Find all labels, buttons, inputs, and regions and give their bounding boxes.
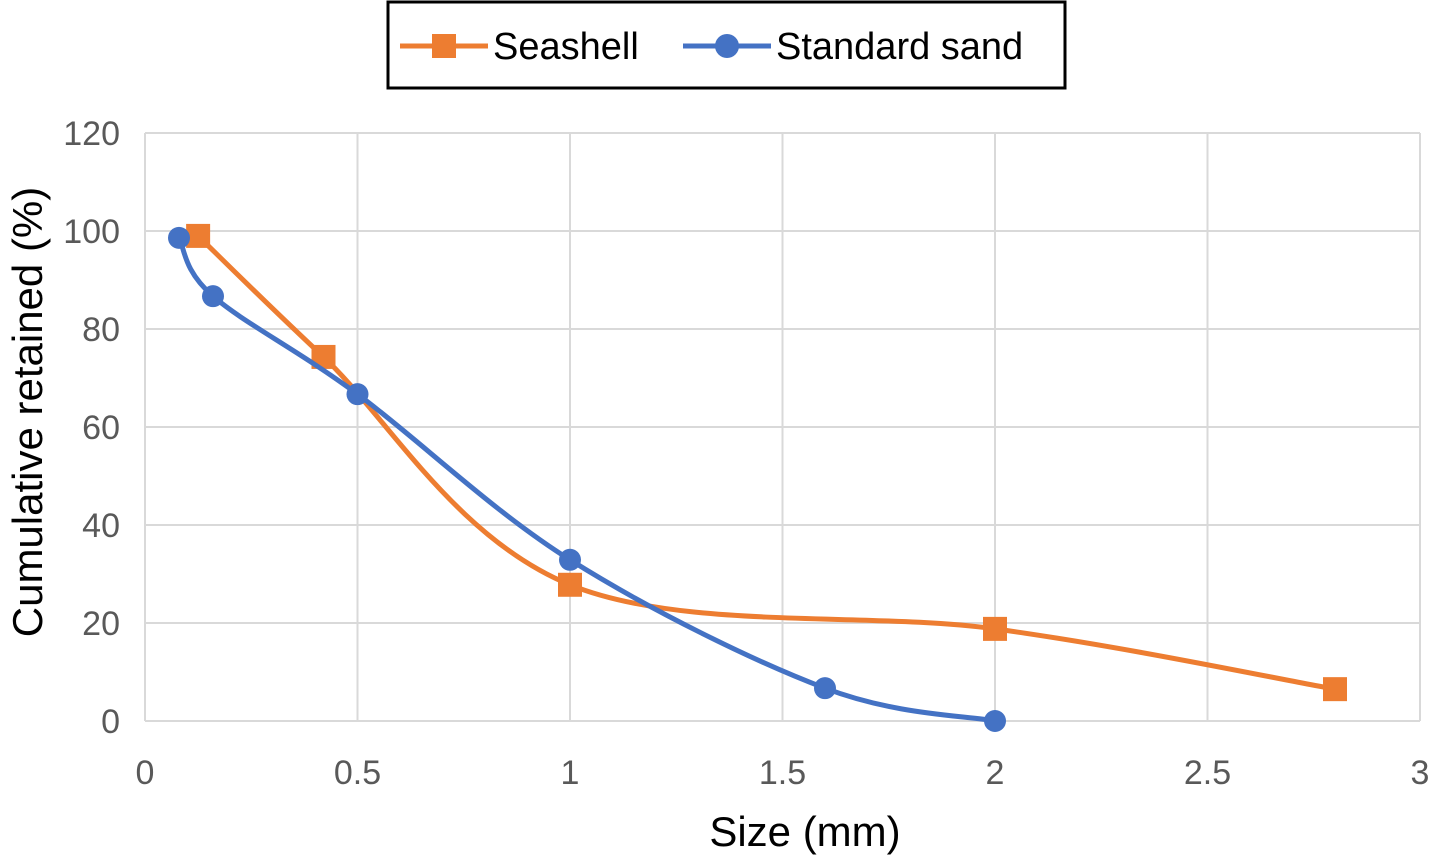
x-tick-label: 1 (561, 754, 580, 792)
y-tick-label: 100 (63, 213, 120, 251)
data-point-square (1323, 677, 1347, 702)
x-tick-label: 2.5 (1184, 754, 1231, 792)
y-tick-label: 60 (82, 409, 120, 447)
legend-square-marker-icon (432, 34, 456, 58)
series-line (176, 236, 996, 724)
y-tick-label: 120 (63, 115, 120, 153)
data-point-circle (346, 383, 369, 406)
x-tick-label: 0.5 (334, 754, 381, 792)
x-tick-label: 0 (136, 754, 155, 792)
tick-labels: 0 0.5 1 1.5 2 2.5 3 0 20 40 60 80 100 120 (63, 115, 1429, 792)
y-tick-label: 20 (82, 605, 120, 643)
y-axis-title: Cumulative retained (%) (4, 187, 51, 638)
data-point-circle (814, 677, 836, 700)
data-point-circle (984, 710, 1006, 732)
data-point-circle (202, 285, 224, 308)
y-tick-label: 0 (101, 703, 120, 741)
x-axis-title: Size (mm) (709, 808, 900, 855)
legend-item-standard-sand: Standard sand (683, 26, 1023, 68)
legend: Seashell Standard sand (386, 0, 1067, 90)
series-line (196, 234, 1336, 692)
legend-label-standard-sand: Standard sand (776, 26, 1023, 68)
series-layer (168, 223, 1347, 732)
series-seashell (186, 223, 1347, 702)
legend-circle-marker-icon (715, 34, 739, 58)
data-point-circle (168, 226, 190, 249)
data-point-square (186, 223, 211, 248)
legend-item-seashell: Seashell (400, 26, 639, 68)
x-tick-label: 1.5 (759, 754, 806, 792)
x-tick-label: 3 (1411, 754, 1430, 792)
data-point-square (983, 616, 1007, 641)
y-tick-label: 80 (82, 311, 120, 349)
gridlines (144, 132, 1421, 722)
legend-label-seashell: Seashell (493, 26, 639, 68)
x-tick-label: 2 (986, 754, 1005, 792)
data-point-circle (559, 548, 581, 571)
data-point-square (558, 572, 582, 597)
y-tick-label: 40 (82, 507, 120, 545)
series-standard-sand (168, 226, 1006, 732)
